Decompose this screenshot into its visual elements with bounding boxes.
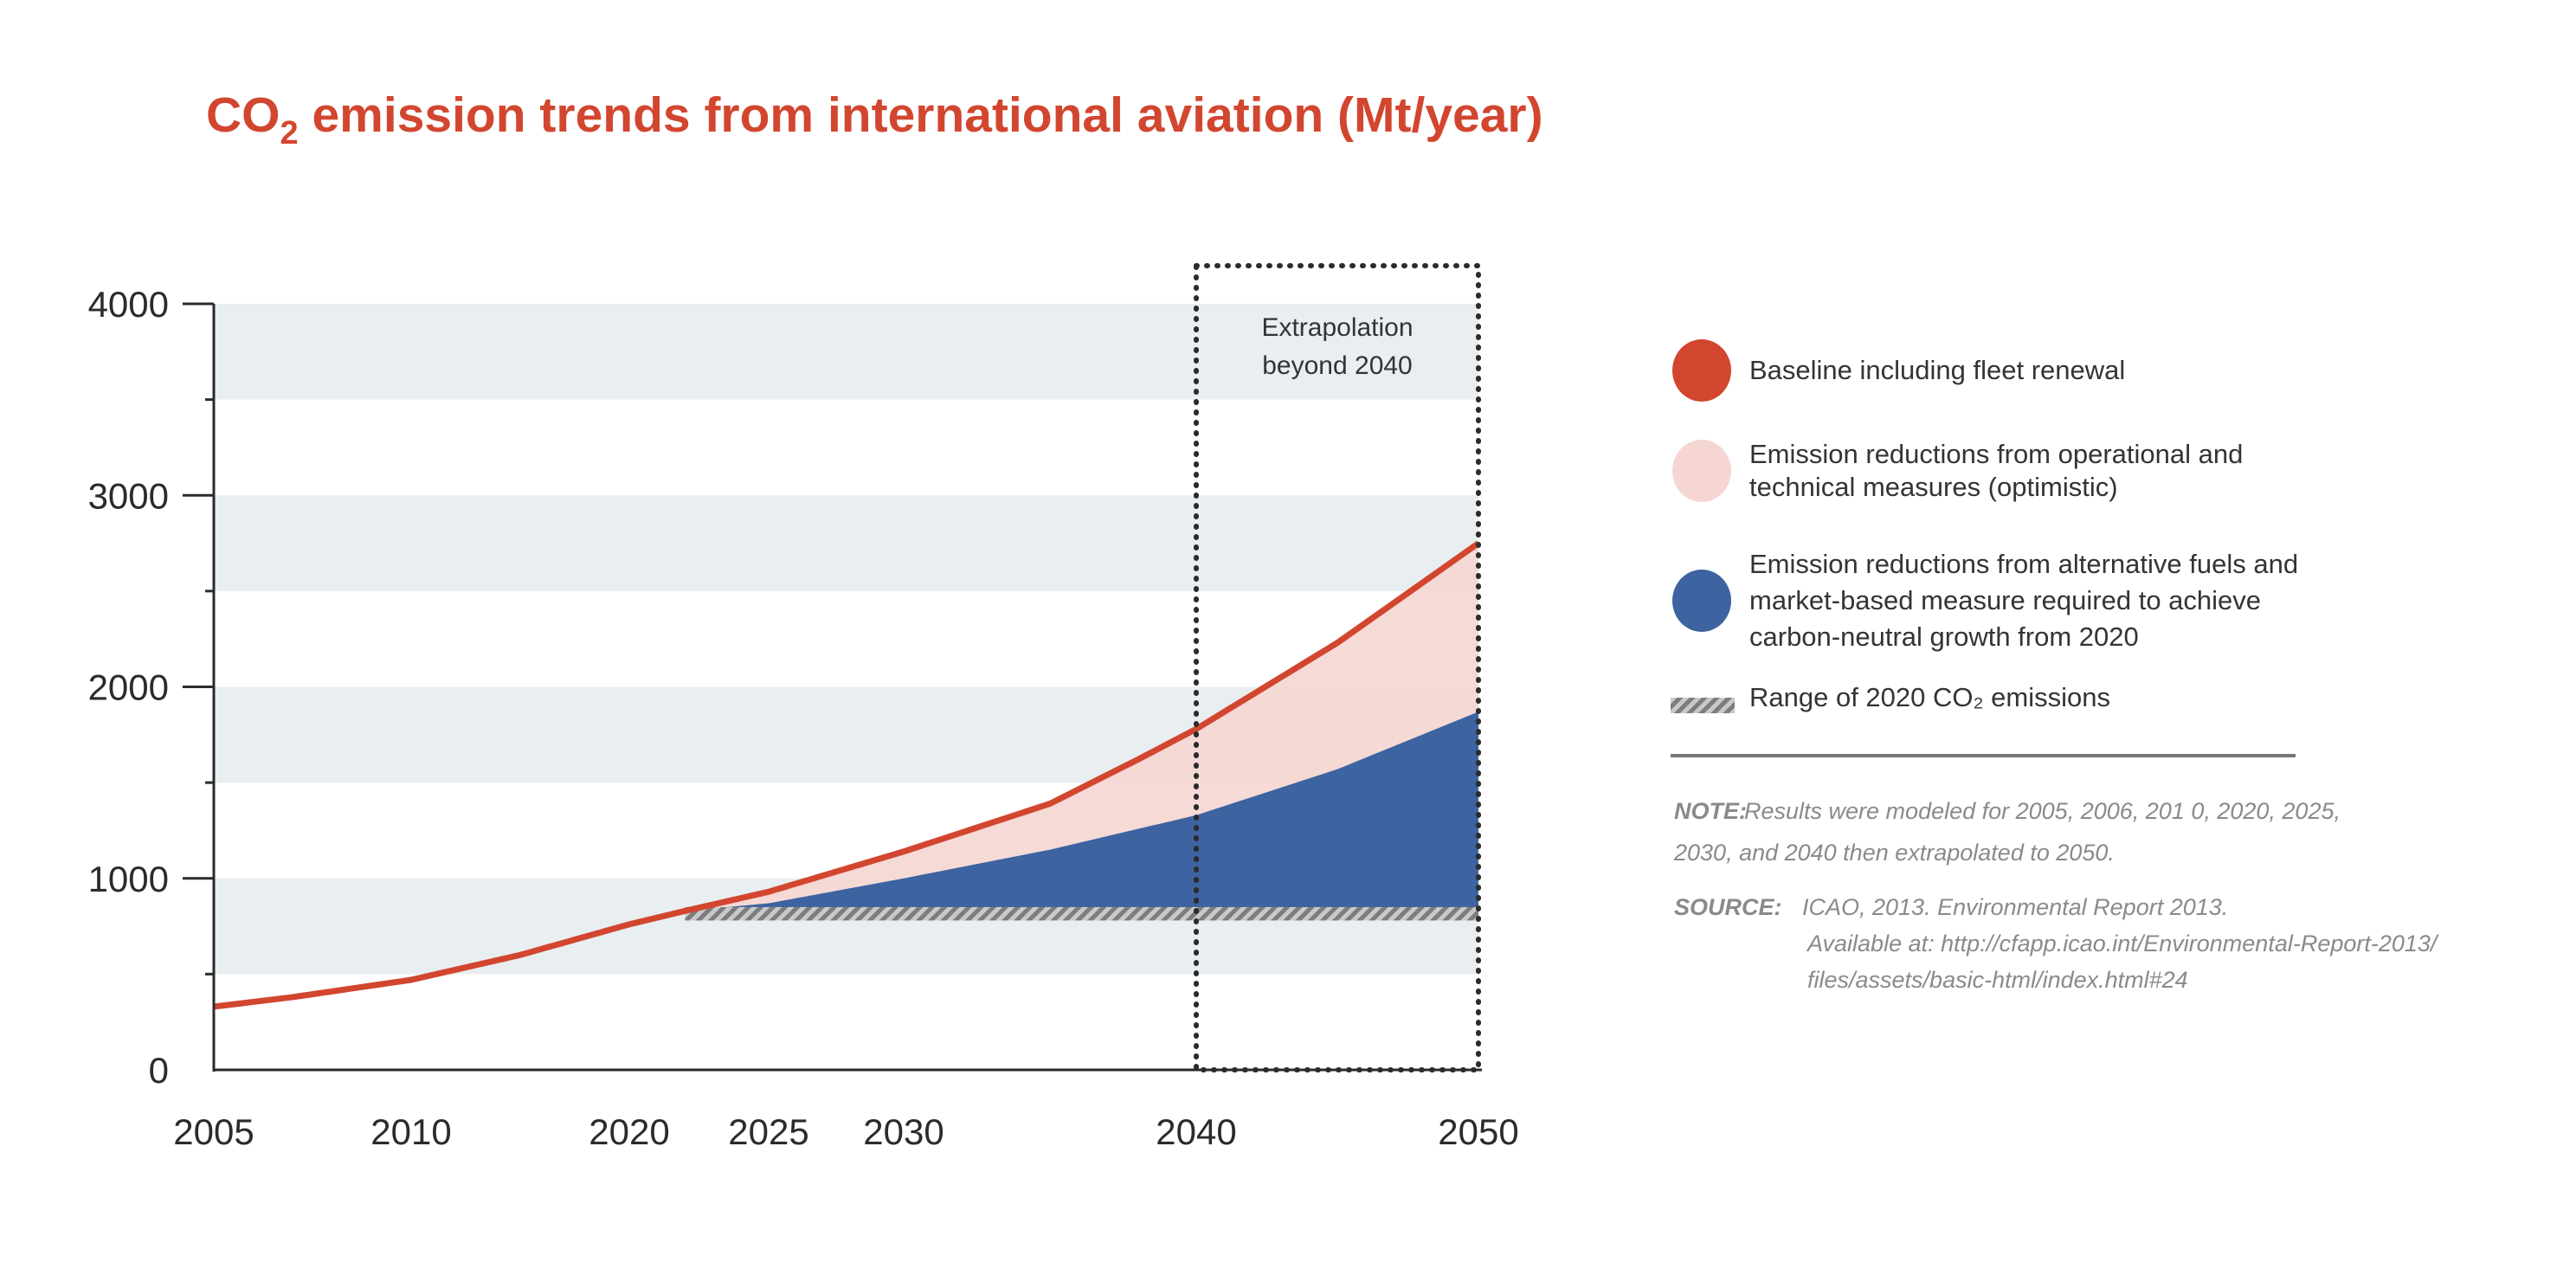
grid-band	[214, 495, 1478, 591]
alt-fuels-reduction-area	[685, 712, 1478, 911]
x-tick-label: 2025	[728, 1111, 808, 1152]
legend-label: Range of 2020 CO₂ emissions	[1749, 682, 2110, 712]
source-label: SOURCE:	[1674, 894, 1782, 920]
legend-swatch-icon	[1672, 339, 1731, 402]
x-tick-label: 2005	[173, 1111, 254, 1152]
legend-hatch-swatch-icon	[1671, 698, 1735, 713]
legend-label: Baseline including fleet renewal	[1749, 355, 2125, 385]
baseline-line	[213, 540, 1481, 1010]
legend-label: market-based measure required to achieve	[1749, 585, 2261, 615]
y-tick-label: 3000	[88, 475, 169, 516]
note-label: NOTE:	[1674, 798, 1747, 824]
optimistic-reduction-area	[685, 543, 1478, 911]
legend-swatch-icon	[1672, 440, 1731, 502]
grid-band	[214, 304, 1478, 400]
source-text: Available at: http://cfapp.icao.int/Envi…	[1806, 931, 2439, 956]
extrapolation-label: beyond 2040	[1262, 351, 1413, 380]
legend-label: carbon-neutral growth from 2020	[1749, 621, 2139, 652]
x-tick-label: 2040	[1156, 1111, 1236, 1152]
range-2020-band	[685, 906, 1478, 921]
note-text: 2030, and 2040 then extrapolated to 2050…	[1673, 840, 2115, 866]
note-text: Results were modeled for 2005, 2006, 201…	[1744, 798, 2341, 824]
y-tick-label: 4000	[88, 284, 169, 325]
source-text: ICAO, 2013. Environmental Report 2013.	[1802, 894, 2228, 920]
chart-title: CO2 emission trends from international a…	[206, 87, 1543, 151]
x-tick-label: 2020	[589, 1111, 669, 1152]
y-tick-label: 1000	[88, 859, 169, 899]
x-tick-label: 2030	[863, 1111, 943, 1152]
x-tick-label: 2050	[1438, 1111, 1518, 1152]
y-tick-label: 2000	[88, 667, 169, 708]
extrapolation-label: Extrapolation	[1261, 313, 1413, 342]
y-tick-label: 0	[149, 1050, 169, 1091]
legend-swatch-icon	[1672, 570, 1731, 632]
legend-label: Emission reductions from operational and	[1749, 439, 2243, 469]
legend-label: Emission reductions from alternative fue…	[1749, 549, 2298, 579]
source-text: files/assets/basic-html/index.html#24	[1807, 967, 2188, 993]
x-tick-label: 2010	[370, 1111, 451, 1152]
legend-label: technical measures (optimistic)	[1749, 472, 2118, 502]
extrapolation-box	[1194, 263, 1481, 1072]
